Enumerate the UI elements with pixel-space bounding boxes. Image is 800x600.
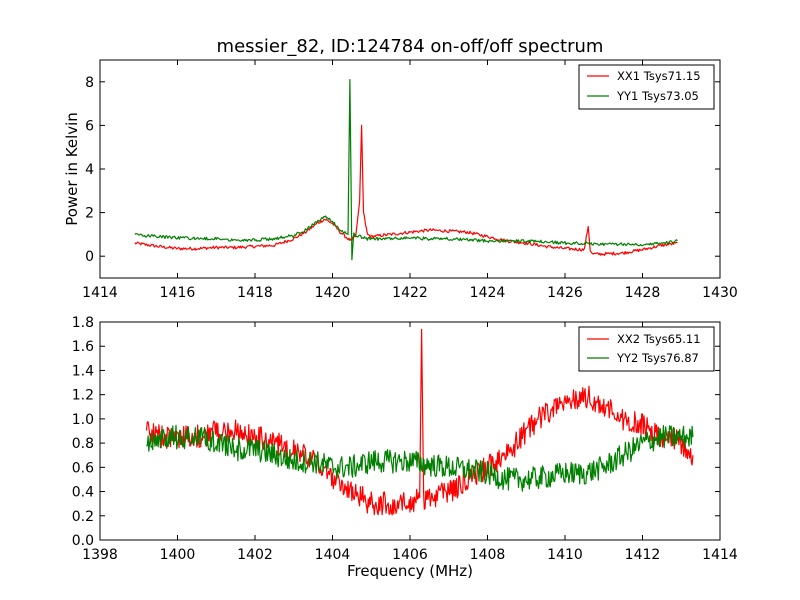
top-x-tick-label: 1420: [315, 285, 351, 301]
bottom-legend: XX2 Tsys65.11 YY2 Tsys76.87: [578, 326, 715, 372]
bottom-x-tick-label: 1398: [82, 547, 118, 563]
top-x-tick-label: 1416: [160, 285, 196, 301]
bottom-x-tick-label: 1408: [470, 547, 506, 563]
top-series: [134, 78, 678, 261]
bottom-x-tick-label: 1406: [392, 547, 428, 563]
bottom-y-tick-label: 0.2: [72, 509, 94, 525]
top-x-tick-label: 1422: [392, 285, 428, 301]
top-legend-label-yy1: YY1 Tsys73.05: [616, 89, 699, 103]
bottom-series: [145, 328, 694, 516]
bottom-legend-label-yy2: YY2 Tsys76.87: [616, 351, 699, 365]
top-x-tick-label: 1424: [470, 285, 506, 301]
top-y-tick-label: 2: [85, 206, 94, 222]
top-y-axis-label: Power in Kelvin: [63, 112, 81, 226]
top-axis-ticks: 1414 1416 1418 1420 1422 1424 1426 1428 1430 0 2 4 6…: [82, 60, 738, 301]
top-legend-label-xx1: XX1 Tsys71.15: [617, 69, 701, 83]
top-x-tick-label: 1426: [547, 285, 583, 301]
top-panel: messier_82, ID:124784 on-off/off spectru…: [63, 36, 738, 301]
bottom-x-tick-label: 1410: [547, 547, 583, 563]
top-series-line-0: [134, 124, 678, 256]
top-legend-box: [578, 64, 715, 110]
top-x-tick-label: 1414: [82, 285, 118, 301]
bottom-y-tick-label: 1.0: [72, 412, 94, 428]
bottom-y-tick-label: 0.4: [72, 485, 94, 501]
top-x-tick-label: 1418: [237, 285, 273, 301]
bottom-legend-box: [578, 326, 715, 372]
top-x-tick-label: 1430: [702, 285, 738, 301]
bottom-x-tick-label: 1400: [160, 547, 196, 563]
bottom-axis-ticks: 1398 1400 1402 1404 1406 1408 1410 1412 1414 0.0 0…: [72, 315, 738, 563]
bottom-x-tick-label: 1404: [315, 547, 351, 563]
bottom-x-tick-label: 1412: [625, 547, 661, 563]
bottom-y-tick-label: 0.6: [72, 460, 94, 476]
bottom-panel: 1398 1400 1402 1404 1406 1408 1410 1412 1414 0.0 0…: [72, 315, 738, 580]
top-y-tick-label: 4: [85, 162, 94, 178]
bottom-y-tick-label: 1.8: [72, 315, 94, 331]
bottom-series-line-1: [146, 424, 694, 492]
bottom-series-line-0: [145, 328, 694, 516]
top-y-tick-label: 6: [85, 118, 94, 134]
bottom-y-tick-label: 1.4: [72, 363, 94, 379]
bottom-x-tick-label: 1414: [702, 547, 738, 563]
bottom-y-tick-label: 0.8: [72, 436, 94, 452]
bottom-y-tick-label: 1.6: [72, 339, 94, 355]
bottom-y-tick-label: 0.0: [72, 533, 94, 549]
top-series-line-1: [134, 78, 678, 261]
bottom-legend-label-xx2: XX2 Tsys65.11: [617, 332, 701, 346]
top-y-tick-label: 0: [85, 249, 94, 265]
bottom-y-tick-label: 1.2: [72, 388, 94, 404]
top-legend: XX1 Tsys71.15 YY1 Tsys73.05: [578, 64, 715, 110]
top-y-tick-label: 8: [85, 75, 94, 91]
bottom-x-axis-label: Frequency (MHz): [347, 562, 473, 580]
bottom-x-tick-label: 1402: [237, 547, 273, 563]
top-x-tick-label: 1428: [625, 285, 661, 301]
chart-title: messier_82, ID:124784 on-off/off spectru…: [217, 36, 604, 57]
